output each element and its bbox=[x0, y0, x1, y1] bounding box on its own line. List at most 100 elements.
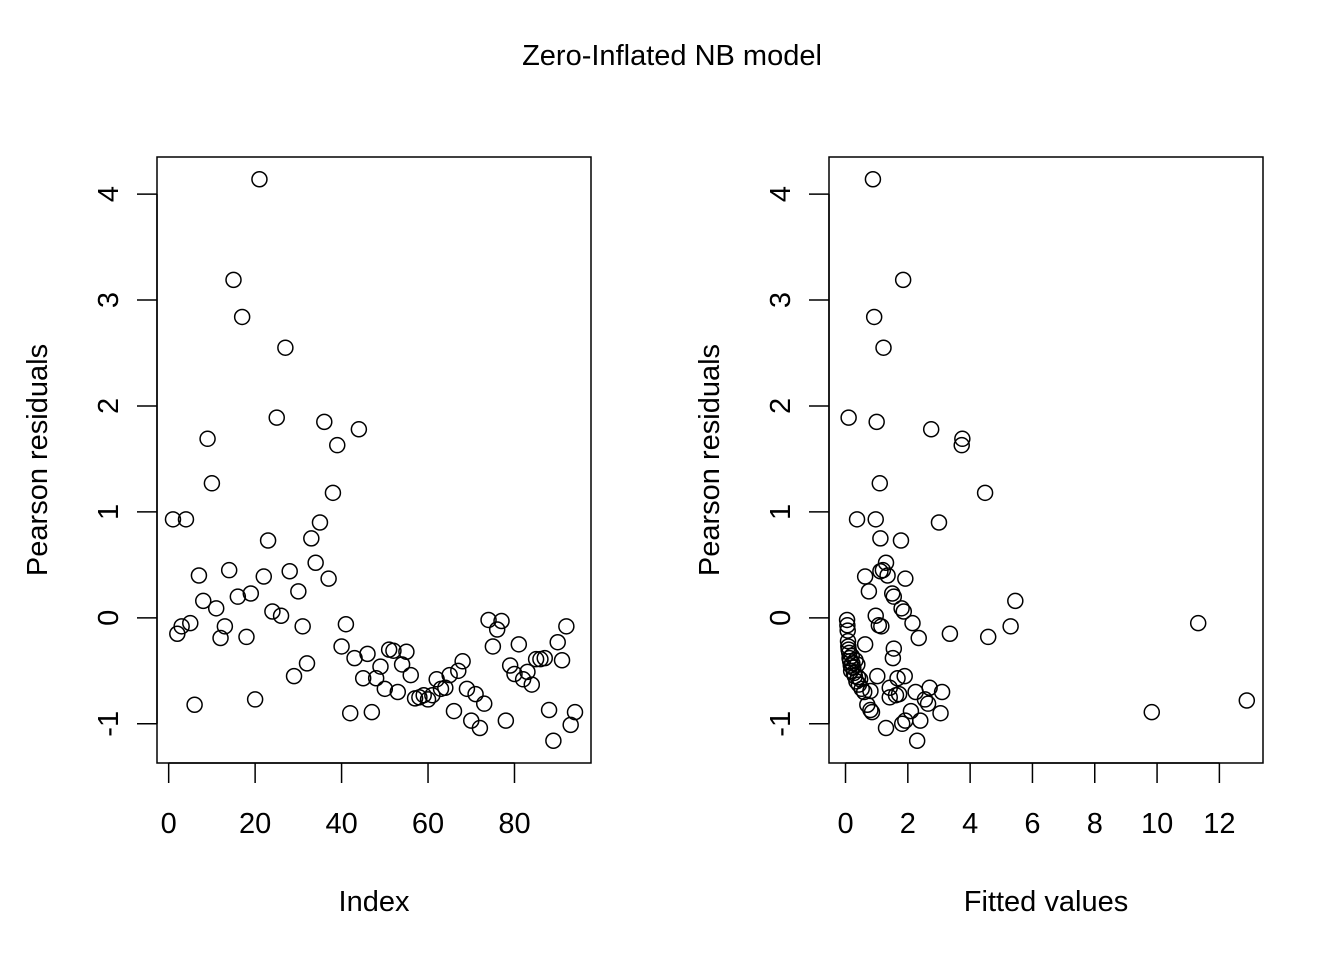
y-tick-label: -1 bbox=[93, 711, 125, 737]
data-point bbox=[894, 271, 912, 289]
data-point bbox=[912, 712, 929, 729]
data-point bbox=[203, 475, 221, 492]
y-tick-label: 2 bbox=[765, 398, 797, 414]
data-point bbox=[177, 511, 195, 528]
y-tick-label: 3 bbox=[765, 292, 797, 308]
data-point bbox=[164, 511, 182, 528]
data-point bbox=[879, 567, 896, 584]
data-point bbox=[883, 585, 901, 602]
data-point bbox=[953, 436, 970, 454]
y-tick-label: 1 bbox=[93, 504, 125, 520]
data-point bbox=[862, 682, 879, 700]
x-axis-label: Fitted values bbox=[964, 886, 1128, 918]
x-tick-label: 12 bbox=[1203, 808, 1235, 840]
data-point bbox=[1238, 692, 1256, 709]
data-point bbox=[484, 638, 502, 655]
data-point bbox=[389, 683, 407, 701]
data-point bbox=[441, 666, 458, 684]
data-point bbox=[1143, 703, 1161, 721]
data-point bbox=[290, 583, 307, 600]
x-axis-label: Index bbox=[339, 886, 410, 918]
data-point bbox=[867, 607, 884, 624]
data-point bbox=[398, 643, 415, 661]
x-tick-label: 20 bbox=[239, 808, 271, 840]
data-point bbox=[839, 622, 856, 639]
data-point bbox=[856, 568, 874, 585]
data-point bbox=[467, 685, 484, 703]
data-point bbox=[895, 603, 913, 620]
data-point bbox=[867, 511, 884, 528]
data-point bbox=[372, 658, 389, 675]
data-point bbox=[182, 614, 199, 632]
data-point bbox=[246, 691, 264, 708]
data-point bbox=[506, 665, 523, 683]
y-axis-label: Pearson residuals bbox=[694, 344, 726, 576]
data-point bbox=[242, 585, 260, 602]
y-tick-label: 3 bbox=[93, 292, 125, 308]
data-point bbox=[294, 618, 311, 635]
data-point bbox=[238, 628, 255, 646]
data-point bbox=[285, 667, 303, 685]
data-point bbox=[216, 618, 234, 635]
x-tick-label: 60 bbox=[412, 808, 444, 840]
data-point bbox=[908, 732, 926, 750]
data-point bbox=[864, 170, 882, 188]
data-point bbox=[488, 621, 506, 638]
data-point bbox=[259, 532, 277, 549]
data-point bbox=[902, 702, 920, 720]
data-point bbox=[497, 712, 515, 729]
data-point bbox=[1002, 618, 1019, 635]
data-point bbox=[341, 704, 359, 722]
data-point bbox=[424, 686, 441, 704]
data-point bbox=[303, 530, 320, 547]
data-point bbox=[445, 702, 463, 720]
data-point bbox=[268, 409, 285, 426]
data-point bbox=[889, 669, 906, 687]
y-axis-label: Pearson residuals bbox=[22, 344, 54, 576]
x-tick-label: 40 bbox=[325, 808, 357, 840]
data-point bbox=[367, 669, 385, 687]
index-residuals-panel: 0 20 40 60 80 -1 0 1 2 3 4 Index Pearson residuals bbox=[22, 156, 592, 918]
y-tick-label: 0 bbox=[93, 610, 125, 626]
data-point bbox=[190, 567, 208, 584]
data-point bbox=[863, 703, 881, 721]
x-tick-label: 10 bbox=[1141, 808, 1173, 840]
data-point bbox=[893, 715, 911, 733]
data-point bbox=[921, 679, 938, 697]
data-point bbox=[873, 618, 890, 635]
data-point bbox=[849, 668, 867, 686]
data-point bbox=[350, 421, 368, 438]
x-tick-label: 80 bbox=[498, 808, 530, 840]
y-tick-label: 0 bbox=[765, 610, 797, 626]
data-point bbox=[896, 667, 913, 685]
x-tick-label: 0 bbox=[837, 808, 853, 840]
data-point bbox=[454, 653, 471, 670]
data-point bbox=[916, 691, 934, 708]
data-point bbox=[907, 683, 924, 701]
data-point bbox=[173, 618, 190, 635]
x-tick-label: 0 bbox=[161, 808, 177, 840]
y-tick-label: 2 bbox=[93, 398, 125, 414]
data-point bbox=[233, 308, 251, 326]
data-point bbox=[877, 719, 895, 737]
data-point bbox=[540, 701, 558, 719]
data-point bbox=[842, 657, 860, 674]
data-point bbox=[877, 554, 895, 572]
data-point bbox=[838, 611, 856, 629]
data-point bbox=[869, 667, 886, 685]
data-point bbox=[536, 649, 553, 667]
data-point bbox=[1189, 614, 1207, 632]
figure-title: Zero-Inflated NB model bbox=[522, 40, 822, 72]
data-point bbox=[320, 570, 337, 587]
data-point bbox=[264, 603, 281, 620]
data-point bbox=[475, 695, 493, 712]
data-point bbox=[545, 732, 562, 750]
data-point bbox=[871, 475, 889, 492]
data-point bbox=[255, 568, 273, 585]
data-point bbox=[419, 691, 437, 708]
data-point bbox=[510, 636, 528, 653]
y-tick-label: 1 bbox=[765, 504, 797, 520]
data-point bbox=[853, 680, 870, 698]
y-tick-label: 4 bbox=[93, 186, 125, 202]
data-point bbox=[272, 607, 290, 624]
